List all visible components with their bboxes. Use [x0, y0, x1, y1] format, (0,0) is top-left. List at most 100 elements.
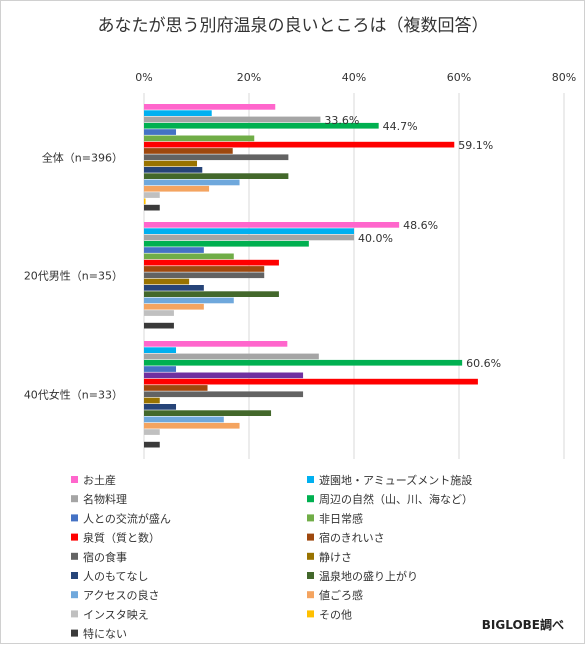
bar — [144, 441, 160, 448]
data-labels: 33.6% 44.7% 59.1% 48.6% 40.0% 60.6% — [324, 114, 501, 370]
legend-swatch — [307, 514, 314, 522]
bar — [144, 116, 321, 123]
bar — [144, 141, 455, 148]
legend-swatch — [71, 476, 78, 483]
legend-swatch — [307, 572, 314, 579]
legend-label: インスタ映え — [83, 608, 149, 621]
legend-label: 人との交流が盛ん — [83, 511, 171, 525]
bar — [144, 160, 198, 167]
bar — [144, 359, 463, 366]
bar — [144, 422, 240, 429]
legend-swatch — [307, 495, 314, 503]
bar — [144, 404, 177, 410]
bar — [144, 291, 279, 297]
legend-label: 静けさ — [319, 550, 352, 564]
legend-label: お土産 — [83, 474, 116, 487]
category-label: 40代女性（n=33） — [24, 388, 123, 402]
legend-label: 温泉地の盛り上がり — [319, 569, 418, 583]
bar — [144, 397, 160, 404]
bar — [144, 278, 190, 285]
bar — [144, 179, 240, 186]
legend-swatch — [71, 533, 78, 541]
bar — [144, 192, 160, 198]
data-label: 60.6% — [466, 357, 501, 370]
x-axis-ticks: 0% 20% 40% 60% 80% — [135, 71, 576, 84]
bar — [144, 154, 289, 161]
legend-label: 特にない — [83, 627, 127, 641]
bar — [144, 129, 177, 135]
legend-label: 値ごろ感 — [319, 588, 363, 602]
chart-title: あなたが思う別府温泉の良いところは（複数回答） — [98, 16, 489, 36]
bar — [144, 378, 478, 385]
legend-label: 人のもてなし — [83, 570, 149, 583]
bar — [144, 391, 304, 398]
legend-label: 周辺の自然（山、川、海など） — [319, 492, 473, 506]
legend-swatch — [71, 552, 78, 560]
data-label: 33.6% — [324, 114, 359, 127]
x-tick-label: 80% — [552, 71, 576, 84]
bar — [144, 104, 276, 110]
bar — [144, 110, 212, 116]
legend-swatch — [307, 476, 314, 483]
bar — [144, 429, 160, 435]
bar — [144, 303, 204, 310]
legend-swatch — [307, 552, 314, 560]
bar — [144, 122, 379, 129]
x-tick-label: 40% — [342, 71, 366, 84]
bar — [144, 167, 203, 173]
x-tick-label: 60% — [447, 71, 471, 84]
bar — [144, 322, 174, 329]
legend-swatch — [71, 495, 78, 503]
bars — [144, 104, 478, 448]
legend-swatch — [71, 591, 78, 599]
bar — [144, 148, 233, 154]
legend-label: 宿の食事 — [83, 550, 127, 564]
bar — [144, 228, 354, 234]
legend-swatch — [307, 591, 314, 599]
legend-label: 非日常感 — [319, 512, 363, 525]
bar — [144, 259, 279, 266]
legend-label: 名物料理 — [83, 492, 127, 506]
bar — [144, 366, 177, 372]
bar — [144, 247, 204, 253]
bar — [144, 372, 304, 379]
bar — [144, 253, 234, 260]
data-label: 44.7% — [383, 120, 418, 133]
category-label: 20代男性（n=35） — [24, 269, 123, 283]
bar — [144, 173, 289, 179]
bar — [144, 347, 177, 353]
bar — [144, 240, 309, 247]
bar — [144, 341, 288, 347]
bar — [144, 204, 160, 211]
bar — [144, 234, 354, 241]
legend-label: 泉質（質と数） — [83, 531, 160, 545]
x-tick-label: 20% — [237, 71, 261, 84]
bar — [144, 272, 265, 279]
bar — [144, 385, 208, 391]
bar — [144, 285, 204, 291]
bar — [144, 135, 255, 142]
source-note: BIGLOBE調べ — [482, 617, 564, 632]
data-label: 48.6% — [403, 219, 438, 232]
legend-swatch — [307, 610, 314, 618]
category-labels: 全体（n=396） 20代男性（n=35） 40代女性（n=33） — [24, 151, 123, 402]
bar — [144, 353, 319, 360]
bar — [144, 410, 272, 416]
bar — [144, 416, 224, 423]
bar — [144, 266, 265, 272]
bar — [144, 310, 174, 316]
legend-label: 宿のきれいさ — [319, 531, 385, 545]
x-tick-label: 0% — [135, 71, 152, 84]
legend-swatch — [71, 572, 78, 579]
bar — [144, 222, 400, 228]
bar — [144, 198, 146, 205]
legend-label: 遊園地・アミューズメント施設 — [319, 473, 472, 487]
legend-swatch — [71, 629, 78, 637]
data-label: 40.0% — [358, 232, 393, 245]
legend-label: アクセスの良さ — [83, 588, 159, 602]
legend-label: その他 — [319, 608, 352, 621]
legend-swatch — [307, 533, 314, 541]
legend-swatch — [71, 514, 78, 522]
